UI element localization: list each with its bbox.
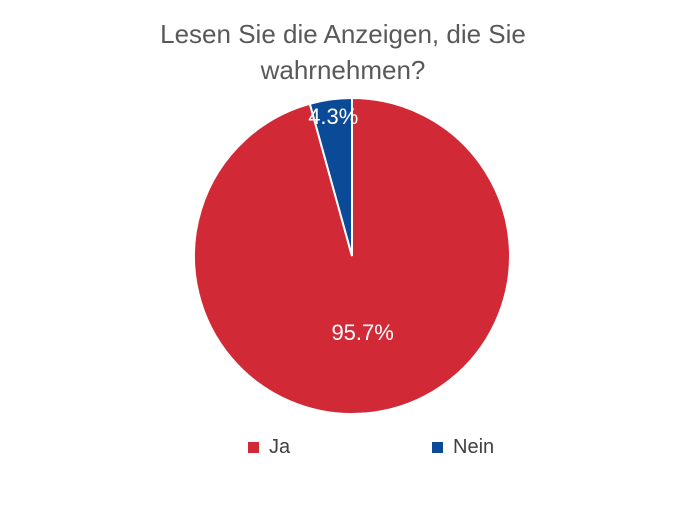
data-label-ja: 95.7% (331, 320, 393, 345)
data-label-nein: 4.3% (308, 104, 358, 129)
legend-item-ja: Ja (248, 436, 290, 459)
legend-label-ja: Ja (269, 436, 291, 458)
legend-label-nein: Nein (453, 436, 495, 458)
legend-item-nein: Nein (432, 436, 494, 459)
pie-slice-nein (308, 96, 353, 257)
chart-title-line-2: wahrnehmen? (260, 55, 426, 85)
chart-title: Lesen Sie die Anzeigen, die Sie wahrnehm… (0, 16, 686, 88)
legend-swatch-ja (248, 442, 259, 453)
chart-title-line-1: Lesen Sie die Anzeigen, die Sie (160, 19, 526, 49)
legend: Ja Nein (0, 436, 686, 460)
legend-swatch-nein (432, 442, 443, 453)
